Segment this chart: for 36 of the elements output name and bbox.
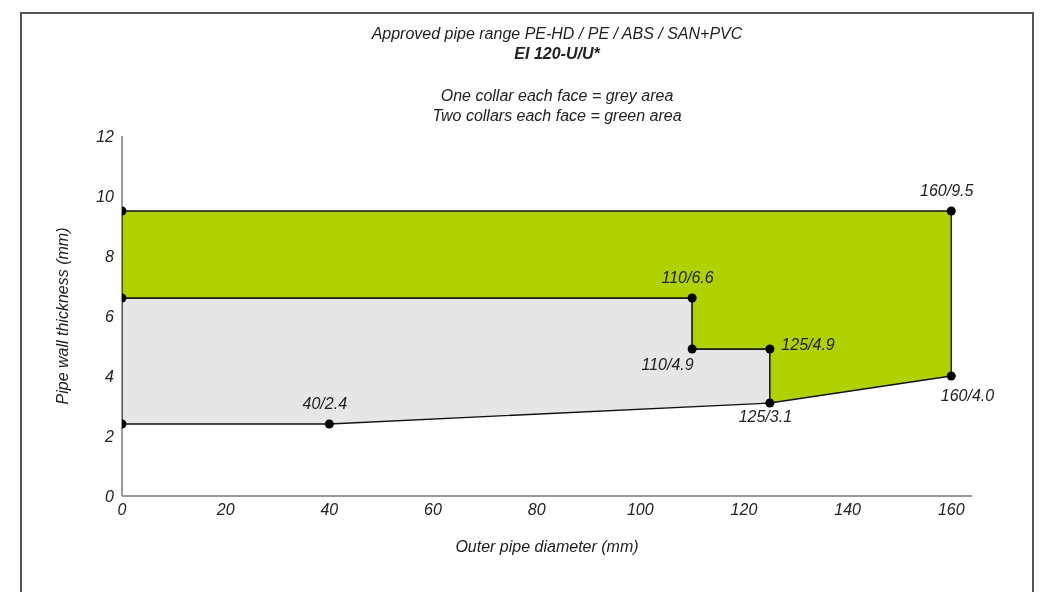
chart-title: Approved pipe range PE-HD / PE / ABS / SAN+PVC bbox=[370, 24, 744, 44]
x-axis-title: Outer pipe diameter (mm) bbox=[455, 538, 639, 555]
point bbox=[687, 344, 697, 354]
y-tick-label: 12 bbox=[96, 127, 115, 145]
y-tick-label: 4 bbox=[105, 367, 115, 385]
data-label: 40/2.4 bbox=[302, 395, 348, 413]
y-tick-label: 10 bbox=[96, 187, 115, 205]
data-label: 125/4.9 bbox=[781, 336, 835, 354]
x-tick-label: 160 bbox=[937, 501, 965, 519]
y-tick-label: 6 bbox=[105, 307, 115, 325]
data-label: 110/6.6 bbox=[661, 269, 714, 287]
y-tick-label: 0 bbox=[105, 487, 115, 505]
x-tick-label: 0 bbox=[117, 501, 127, 519]
point bbox=[946, 371, 956, 381]
y-axis-title: Pipe wall thickness (mm) bbox=[53, 227, 71, 405]
point bbox=[324, 419, 334, 429]
point bbox=[765, 398, 775, 408]
chart-subtitle: EI 120-U/U* bbox=[513, 44, 602, 64]
y-tick-label: 8 bbox=[105, 247, 115, 265]
point bbox=[765, 344, 775, 354]
x-tick-label: 60 bbox=[424, 501, 442, 519]
x-tick-label: 120 bbox=[730, 501, 758, 519]
text: Two collars each face = green area bbox=[431, 106, 683, 126]
y-tick-label: 2 bbox=[104, 427, 115, 445]
data-label: 125/3.1 bbox=[738, 408, 793, 426]
point bbox=[687, 293, 697, 303]
x-tick-label: 80 bbox=[527, 501, 546, 519]
x-tick-label: 140 bbox=[834, 501, 862, 519]
x-tick-label: 20 bbox=[215, 501, 235, 519]
data-label: 160/9.5 bbox=[920, 182, 974, 200]
point bbox=[946, 206, 956, 216]
x-tick-label: 40 bbox=[320, 501, 339, 519]
x-tick-label: 100 bbox=[626, 501, 654, 519]
data-label: 160/4.0 bbox=[940, 387, 995, 405]
data-label: 110/4.9 bbox=[641, 356, 694, 374]
text: One collar each face = grey area bbox=[439, 86, 675, 106]
